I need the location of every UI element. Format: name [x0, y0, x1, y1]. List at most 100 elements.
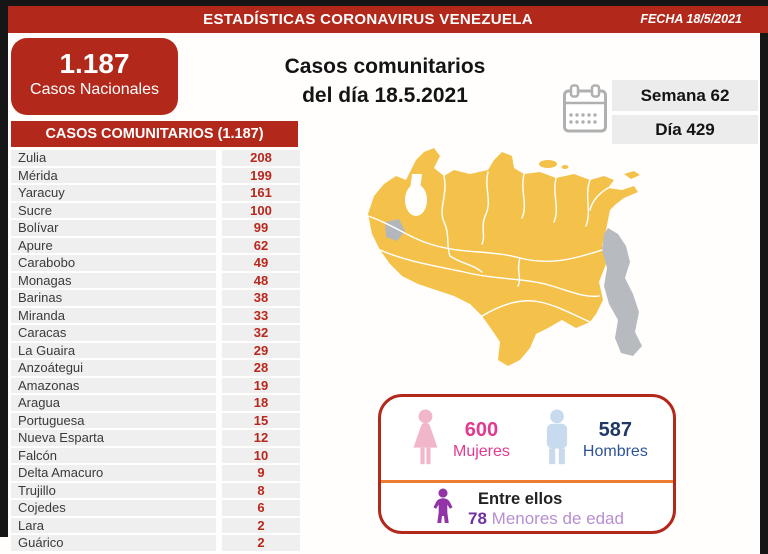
state-name-cell: Aragua [11, 395, 216, 411]
table-row: Caracas 32 [11, 325, 300, 341]
state-name-cell: Falcón [11, 447, 216, 463]
table-row: Apure 62 [11, 237, 300, 253]
state-cases-cell: 38 [222, 290, 300, 306]
demographics-card: 600 Mujeres 587 Hombres [378, 394, 676, 534]
table-row: Sucre 100 [11, 202, 300, 218]
table-row: Zulia 208 [11, 150, 300, 166]
state-name-cell: Caracas [11, 325, 216, 341]
state-cases-cell: 48 [222, 272, 300, 288]
female-icon [407, 409, 444, 471]
men-count: 587 [598, 419, 633, 441]
header-date: FECHA 18/5/2021 [640, 12, 742, 26]
table-row: Nueva Esparta 12 [11, 430, 300, 446]
table-row: Cojedes 6 [11, 500, 300, 516]
state-name-cell: Monagas [11, 272, 216, 288]
table-row: Delta Amacuro 9 [11, 465, 300, 481]
map-small-island [561, 165, 569, 169]
state-cases-cell: 9 [222, 465, 300, 481]
map-state-no-data [385, 219, 405, 241]
main-title-line2: del día 18.5.2021 [302, 84, 468, 107]
national-cases-card: 1.187 Casos Nacionales [11, 38, 178, 115]
state-name-cell: Sucre [11, 202, 216, 218]
state-cases-cell: 10 [222, 447, 300, 463]
state-cases-cell: 32 [222, 325, 300, 341]
table-row: Yaracuy 161 [11, 185, 300, 201]
state-cases-cell: 28 [222, 360, 300, 376]
minors-intro: Entre ellos [478, 489, 563, 508]
child-icon [430, 488, 456, 530]
table-row: Falcón 10 [11, 447, 300, 463]
main-title-line1: Casos comunitarios [284, 55, 486, 78]
state-name-cell: Lara [11, 517, 216, 533]
table-row: La Guaira 29 [11, 342, 300, 358]
state-name-cell: Anzoátegui [11, 360, 216, 376]
state-cases-cell: 161 [222, 185, 300, 201]
frame-left [0, 6, 8, 537]
state-name-cell: Delta Amacuro [11, 465, 216, 481]
state-name-cell: Yaracuy [11, 185, 216, 201]
state-name-cell: Nueva Esparta [11, 430, 216, 446]
table-row: Portuguesa 15 [11, 412, 300, 428]
table-row: Anzoátegui 28 [11, 360, 300, 376]
orange-divider [381, 480, 673, 483]
men-stat: 587 Hombres [540, 409, 648, 471]
state-cases-cell: 208 [222, 150, 300, 166]
table-row: Lara 2 [11, 517, 300, 533]
state-name-cell: La Guaira [11, 342, 216, 358]
state-cases-cell: 99 [222, 220, 300, 236]
table-row: Barinas 38 [11, 290, 300, 306]
women-stat: 600 Mujeres [407, 409, 510, 471]
map-east-islet [624, 171, 640, 179]
men-label: Hombres [582, 443, 648, 460]
table-row: Guárico 2 [11, 535, 300, 551]
calendar-icon [562, 84, 608, 134]
minors-stat: Entre ellos 78 Menores de edad [381, 488, 673, 530]
state-name-cell: Trujillo [11, 482, 216, 498]
state-cases-cell: 15 [222, 412, 300, 428]
state-cases-table: Zulia 208 Mérida 199 Yaracuy 161 Sucre 1… [11, 150, 300, 553]
table-row: Miranda 33 [11, 307, 300, 323]
state-cases-cell: 6 [222, 500, 300, 516]
state-name-cell: Carabobo [11, 255, 216, 271]
state-cases-cell: 29 [222, 342, 300, 358]
week-badge: Semana 62 [612, 80, 758, 111]
national-cases-value: 1.187 [59, 48, 130, 79]
state-cases-cell: 62 [222, 237, 300, 253]
table-row: Trujillo 8 [11, 482, 300, 498]
map-margarita-island [539, 160, 557, 168]
table-row: Aragua 18 [11, 395, 300, 411]
header-bar: ESTADÍSTICAS CORONAVIRUS VENEZUELA FECHA… [8, 6, 768, 33]
day-badge: Día 429 [612, 115, 758, 144]
minors-count: 78 [468, 508, 487, 528]
state-cases-cell: 49 [222, 255, 300, 271]
minors-line: 78 Menores de edad [468, 509, 624, 529]
state-name-cell: Amazonas [11, 377, 216, 393]
venezuela-map [352, 146, 764, 394]
state-cases-cell: 8 [222, 482, 300, 498]
state-cases-cell: 2 [222, 517, 300, 533]
state-cases-cell: 33 [222, 307, 300, 323]
table-row: Carabobo 49 [11, 255, 300, 271]
map-state-borders [367, 171, 609, 323]
state-cases-cell: 2 [222, 535, 300, 551]
women-count: 600 [464, 419, 499, 441]
frame-right [760, 33, 768, 554]
state-name-cell: Guárico [11, 535, 216, 551]
minors-label: Menores de edad [491, 508, 624, 528]
table-row: Mérida 199 [11, 167, 300, 183]
state-name-cell: Zulia [11, 150, 216, 166]
state-name-cell: Cojedes [11, 500, 216, 516]
map-lake-maracaibo-body [405, 184, 427, 216]
state-cases-cell: 100 [222, 202, 300, 218]
state-cases-cell: 12 [222, 430, 300, 446]
state-name-cell: Bolívar [11, 220, 216, 236]
state-name-cell: Barinas [11, 290, 216, 306]
table-row: Monagas 48 [11, 272, 300, 288]
state-cases-cell: 199 [222, 167, 300, 183]
male-icon [540, 409, 574, 471]
state-name-cell: Portuguesa [11, 412, 216, 428]
page-title: ESTADÍSTICAS CORONAVIRUS VENEZUELA [203, 11, 533, 28]
national-cases-label: Casos Nacionales [30, 81, 159, 98]
gender-stats-row: 600 Mujeres 587 Hombres [381, 397, 673, 477]
